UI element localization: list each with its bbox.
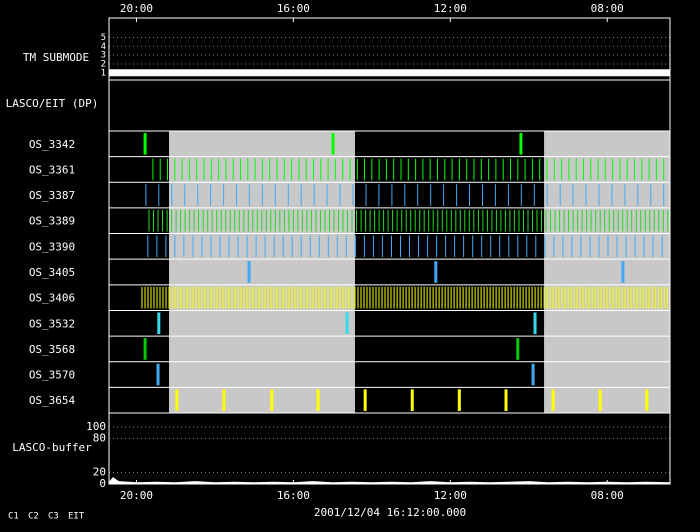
plot-frame <box>108 17 671 485</box>
shaded-band <box>544 361 670 388</box>
y-tick-label: 5 <box>101 33 106 43</box>
y-tick-label: 20 <box>93 466 106 479</box>
shaded-band <box>169 361 355 388</box>
x-tick-label: 08:00 <box>591 489 624 502</box>
y-tick-label: 1 <box>101 68 106 78</box>
shaded-band <box>544 259 670 285</box>
shaded-band <box>544 207 670 234</box>
event-marks <box>145 184 665 206</box>
event-marks <box>152 158 665 181</box>
x-tick-label: 16:00 <box>277 489 310 502</box>
panel-label: TM SUBMODE <box>23 51 89 64</box>
event-marks <box>147 235 663 258</box>
row-label: OS_3570 <box>29 369 75 382</box>
shaded-band <box>544 156 670 183</box>
shaded-band <box>169 336 355 362</box>
panel-label: LASCO/EIT (DP) <box>6 97 99 110</box>
row-label: OS_3390 <box>29 240 75 253</box>
shaded-band <box>169 259 355 285</box>
row-label: OS_3405 <box>29 266 75 279</box>
row-label: OS_3654 <box>29 394 76 407</box>
x-tick-label: 16:00 <box>277 2 310 15</box>
shaded-band <box>544 182 670 208</box>
row-label: OS_3387 <box>29 189 75 202</box>
shaded-band <box>544 310 670 337</box>
row-label: OS_3389 <box>29 215 75 228</box>
shaded-band <box>169 233 355 260</box>
row-label: OS_3361 <box>29 163 75 176</box>
legend-entry: EIT <box>68 512 85 522</box>
panel-label: LASCO-buffer <box>12 441 92 454</box>
shaded-band <box>544 387 670 413</box>
shaded-band <box>169 131 355 157</box>
legend-entry: C2 <box>28 512 39 522</box>
x-tick-label: 12:00 <box>434 2 467 15</box>
shaded-band <box>544 336 670 362</box>
shaded-band <box>544 131 670 157</box>
row-label: OS_3532 <box>29 317 75 330</box>
legend-entry: C1 <box>8 512 19 522</box>
shaded-band <box>169 387 355 413</box>
row-label: OS_3406 <box>29 292 75 305</box>
shaded-band <box>544 233 670 260</box>
shaded-band <box>169 310 355 337</box>
y-tick-label: 2 <box>101 59 106 69</box>
event-marks <box>141 286 668 309</box>
buffer-area <box>109 477 670 484</box>
x-tick-label: 20:00 <box>120 489 153 502</box>
row-label: OS_3568 <box>29 343 75 356</box>
x-tick-label: 12:00 <box>434 489 467 502</box>
event-marks <box>148 209 669 232</box>
row-label: OS_3342 <box>29 138 75 151</box>
y-tick-label: 100 <box>86 420 106 433</box>
y-tick-label: 4 <box>101 42 106 52</box>
y-tick-label: 0 <box>99 477 106 490</box>
legend-entry: C3 <box>48 512 59 522</box>
y-tick-label: 3 <box>101 51 106 61</box>
x-tick-label: 08:00 <box>591 2 624 15</box>
y-tick-label: 80 <box>93 431 106 444</box>
x-tick-label: 20:00 <box>120 2 153 15</box>
footer-time: 2001/12/04 16:12:00.000 <box>314 506 466 519</box>
